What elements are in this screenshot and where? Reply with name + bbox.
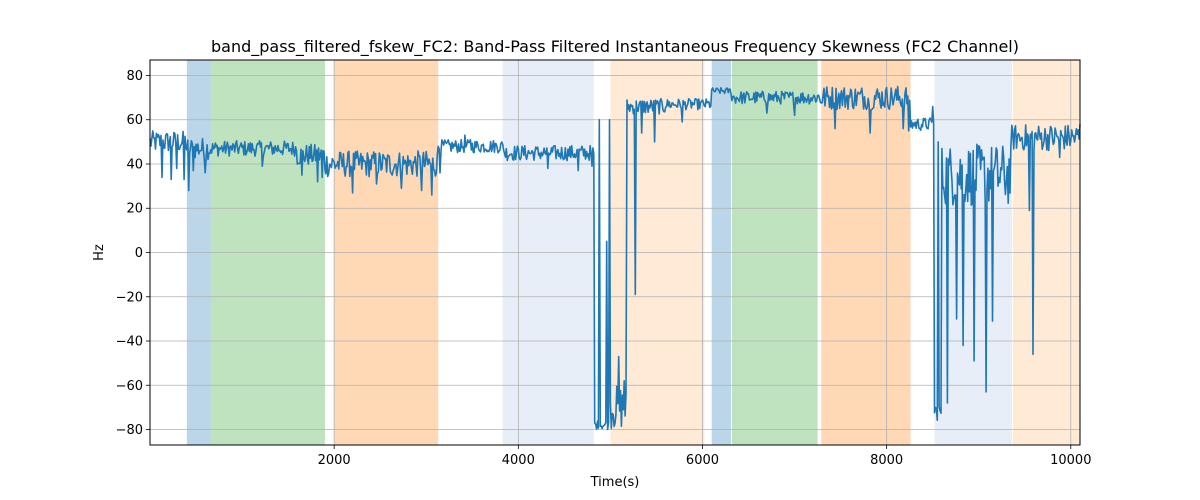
x-axis-label: Time(s) xyxy=(590,475,640,490)
x-tick-label: 10000 xyxy=(1050,453,1091,468)
y-axis-label: Hz xyxy=(92,244,107,261)
x-tick-label: 4000 xyxy=(502,453,535,468)
y-tick-label: 0 xyxy=(135,246,143,261)
y-tick-label: 80 xyxy=(126,69,143,84)
x-tick-label: 2000 xyxy=(318,453,351,468)
y-tick-label: −60 xyxy=(116,379,143,394)
y-tick-label: −20 xyxy=(116,290,143,305)
y-tick-label: −40 xyxy=(116,335,143,350)
series-line xyxy=(149,85,1081,431)
y-tick-label: 60 xyxy=(126,113,143,128)
x-tick-label: 8000 xyxy=(870,453,903,468)
y-tick-label: 20 xyxy=(126,202,143,217)
y-tick-label: −80 xyxy=(116,423,143,438)
x-tick-label: 6000 xyxy=(686,453,719,468)
chart-title: band_pass_filtered_fskew_FC2: Band-Pass … xyxy=(211,37,1019,57)
grid-lines xyxy=(150,60,1080,445)
series-layer xyxy=(149,85,1081,431)
axis-ticks: 2000 4000 6000 8000 10000 −80 −60 −40 −20 0 20 40 60… xyxy=(116,69,1092,468)
y-tick-label: 40 xyxy=(126,157,143,172)
